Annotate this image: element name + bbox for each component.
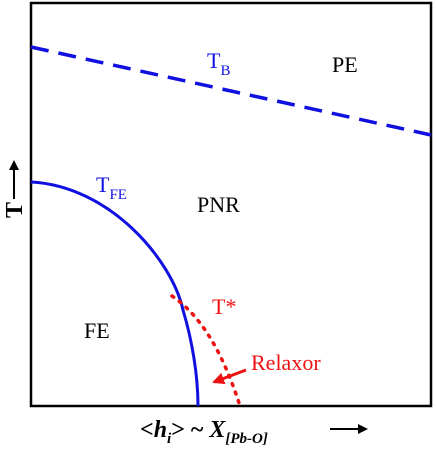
fe-transition-main: T	[96, 172, 110, 197]
fe-transition-curve	[30, 180, 200, 407]
burns-temperature-line	[30, 45, 432, 137]
x-axis-x-subscript: [Pb-O]	[225, 431, 267, 447]
fe-transition-subscript: FE	[109, 187, 127, 203]
region-label-pnr: PNR	[197, 192, 240, 217]
t-star-curve	[170, 294, 242, 408]
x-axis-label: <hi> ~ X[Pb-O]	[140, 417, 268, 447]
t-star-label: T*	[212, 294, 236, 319]
x-axis-x: X	[208, 417, 226, 443]
plot-frame	[29, 1, 433, 408]
x-axis-h: h	[154, 417, 167, 443]
burns-temperature-main: T	[207, 48, 221, 73]
x-axis-close-tilde: > ~	[171, 417, 209, 443]
fe-transition-label: TFE	[96, 172, 127, 203]
region-label-pe: PE	[332, 52, 358, 77]
x-axis-open: <	[140, 417, 154, 443]
relaxor-label: Relaxor	[251, 350, 321, 375]
x-axis-h-subscript: i	[167, 431, 172, 447]
burns-temperature-label: TB	[207, 48, 230, 79]
relaxor-arrow	[212, 368, 247, 385]
y-axis-title: T	[2, 160, 28, 218]
burns-temperature-subscript: B	[220, 63, 230, 79]
y-axis-label: T	[2, 202, 28, 218]
region-label-fe: FE	[84, 318, 110, 343]
